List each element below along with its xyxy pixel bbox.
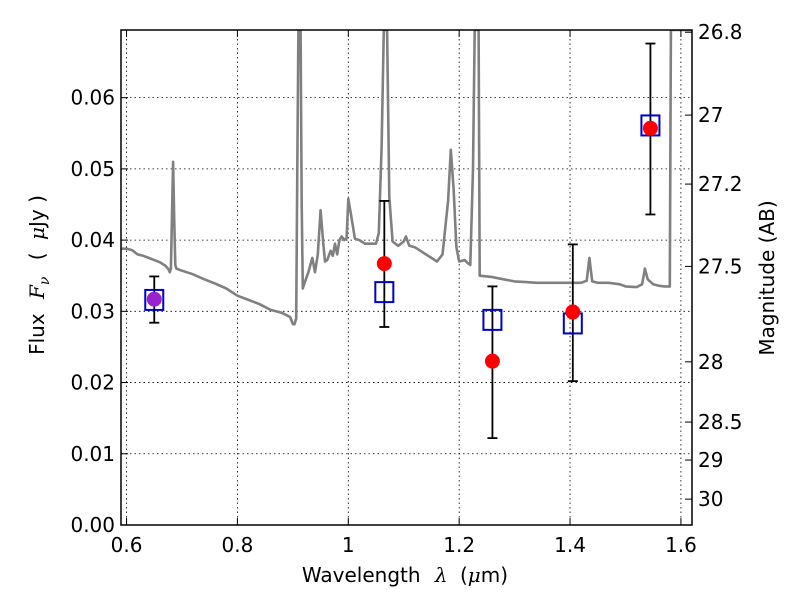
observed-circle-marker [146,291,162,307]
spectrum-line [121,30,692,326]
x-axis-label: Wavelength λ (μm) [302,563,508,587]
observed-points [146,120,658,369]
x-ticks: 0.6 0.8 1 1.2 1.4 1.6 [111,30,697,557]
spectrum-path [121,30,692,326]
y-axis-label-unit-mu: μ [25,227,49,240]
y-tick-label: 0.04 [70,228,115,252]
model-square-marker [482,308,503,331]
grid [121,30,692,525]
model-square-marker [144,288,165,311]
x-tick-label: 0.6 [111,533,143,557]
plot-frame [120,29,693,526]
y-tick-label: 0.05 [70,157,115,181]
y-tick-label: 0.03 [70,299,115,323]
x-tick-label: 1.2 [443,533,475,557]
y-axis-label-text: Flux [25,313,49,355]
magnitude-tick-label: 30 [698,487,723,511]
y-tick-label: 0.06 [70,86,115,110]
y-tick-label: 0.00 [70,513,115,537]
magnitude-tick-label: 28 [698,350,723,374]
x-tick-label: 0.8 [222,533,254,557]
y-axis-label-unit-rest: Jy ) [25,195,49,229]
y-tick-label: 0.01 [70,442,115,466]
magnitude-tick-label: 27.5 [698,254,743,278]
y-ticks: 0.00 0.01 0.02 0.03 0.04 0.05 0.06 [70,86,128,537]
observed-circle-marker [484,353,500,369]
magnitude-tick-label: 27.2 [698,172,743,196]
observed-circle-marker [376,256,392,272]
observed-circle-marker [565,304,581,320]
y-axis-label-symbol: F [25,284,49,300]
magnitude-tick-label: 27 [698,103,723,127]
x-axis-label-unit-open: ( [460,563,468,587]
y-tick-label: 0.02 [70,371,115,395]
y-axis-label: Flux Fν ( μJy ) [25,195,54,355]
x-tick-label: 1.6 [665,533,697,557]
x-axis-label-unit-rest: m) [481,563,508,587]
magnitude-axis-label: Magnitude (AB) [755,200,779,355]
magnitude-ticks: 26.8 27 27.2 27.5 28 28.5 29 30 [685,20,743,511]
y-axis-label-unit-open: ( [25,252,49,260]
magnitude-tick-label: 28.5 [698,410,743,434]
observed-circle-marker [642,120,658,136]
x-axis-label-text: Wavelength [302,563,421,587]
magnitude-tick-label: 26.8 [698,20,743,44]
magnitude-tick-label: 29 [698,448,723,472]
y-axis-label-subscript: ν [37,276,53,285]
model-square-marker [374,281,395,304]
x-axis-label-unit-mu: μ [468,563,481,587]
x-tick-label: 1.4 [554,533,586,557]
x-axis-label-symbol: λ [434,563,448,587]
x-tick-label: 1 [342,533,355,557]
